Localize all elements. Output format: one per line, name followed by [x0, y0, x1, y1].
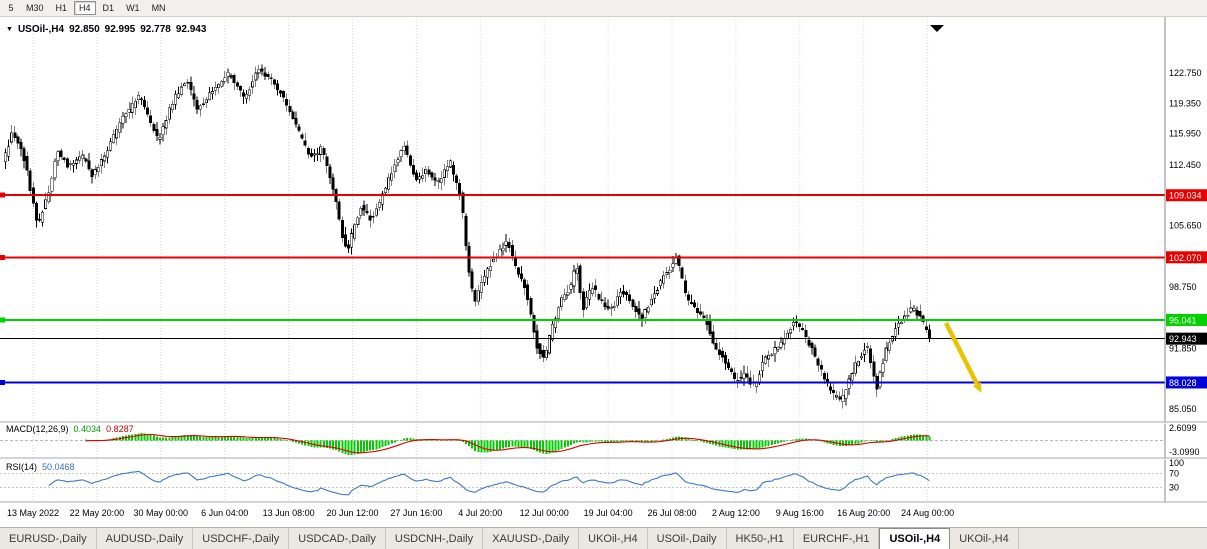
timeframe-button-w1[interactable]: W1 [126, 3, 140, 13]
chart-tab-bar: EURUSD-,Daily AUDUSD-,Daily USDCHF-,Daily U… [0, 527, 1207, 549]
price-badge-109.034 [1166, 189, 1207, 202]
level-anchor-handle[interactable] [0, 192, 5, 198]
price-badge-92.943 [1166, 332, 1207, 345]
chart-tab-usoil-daily[interactable]: USOil-,Daily [648, 528, 727, 549]
chart-tab-usoil-h4[interactable]: USOil-,H4 [879, 528, 951, 549]
svg-text:30 May 00:00: 30 May 00:00 [134, 508, 189, 518]
vertical-gridlines [32, 19, 929, 500]
price-badge-88.028 [1166, 376, 1207, 389]
chart-tab-hk50-h1[interactable]: HK50-,H1 [727, 528, 794, 549]
svg-text:122.750: 122.750 [1169, 68, 1202, 78]
chart-tab-usdchf-daily[interactable]: USDCHF-,Daily [193, 528, 290, 549]
svg-text:85.050: 85.050 [1169, 404, 1197, 414]
svg-text:70: 70 [1169, 469, 1179, 479]
svg-text:27 Jun 16:00: 27 Jun 16:00 [390, 508, 442, 518]
svg-text:16 Aug 20:00: 16 Aug 20:00 [837, 508, 890, 518]
svg-text:105.650: 105.650 [1169, 220, 1202, 230]
macd-signal-line [85, 433, 930, 454]
chart-tab-audusd-daily[interactable]: AUDUSD-,Daily [97, 528, 194, 549]
price-badge-102.070 [1166, 251, 1207, 264]
chart-canvas[interactable]: 13 May 2022 22 May 20:00 30 May 00:00 6 Jun… [0, 17, 1207, 527]
timeframe-toolbar: 5 M30 H1 H4 D1 W1 MN [0, 0, 1207, 17]
svg-text:19 Jul 04:00: 19 Jul 04:00 [584, 508, 633, 518]
svg-text:91.850: 91.850 [1169, 343, 1197, 353]
horizontal-level-lines[interactable] [0, 192, 1165, 385]
svg-text:98.750: 98.750 [1169, 282, 1197, 292]
svg-text:4 Jul 20:00: 4 Jul 20:00 [458, 508, 502, 518]
svg-text:-3.0990: -3.0990 [1169, 447, 1200, 457]
svg-text:9 Aug 16:00: 9 Aug 16:00 [776, 508, 824, 518]
rsi-line [48, 470, 930, 496]
timeframe-button-mn[interactable]: MN [151, 3, 166, 13]
timeframe-button-d1[interactable]: D1 [102, 3, 115, 13]
svg-text:13 May 2022: 13 May 2022 [7, 508, 59, 518]
price-badge-95.041 [1166, 313, 1207, 326]
svg-text:100: 100 [1169, 458, 1184, 468]
timeframe-button-m30[interactable]: M30 [26, 3, 44, 13]
chart-tab-ukoil-h4[interactable]: UKOil-,H4 [579, 528, 648, 549]
timeframe-button-h1[interactable]: H1 [55, 3, 68, 13]
time-axis-labels: 13 May 2022 22 May 20:00 30 May 00:00 6 Jun… [7, 508, 954, 518]
timeframe-button-5[interactable]: 5 [8, 3, 14, 13]
chart-tab-usdcnh-daily[interactable]: USDCNH-,Daily [386, 528, 484, 549]
level-anchor-handle[interactable] [0, 254, 5, 260]
svg-text:115.950: 115.950 [1169, 129, 1201, 139]
down-triangle-marker-icon[interactable] [930, 25, 944, 32]
svg-text:6 Jun 04:00: 6 Jun 04:00 [201, 508, 248, 518]
chart-tab-eurusd-daily[interactable]: EURUSD-,Daily [0, 528, 97, 549]
svg-text:95.041: 95.041 [1169, 315, 1197, 325]
svg-text:112.450: 112.450 [1169, 160, 1201, 170]
svg-text:20 Jun 12:00: 20 Jun 12:00 [326, 508, 378, 518]
price-axis-labels: 122.750 119.350 115.950 112.450 105.650 98.75… [1169, 68, 1202, 414]
price-axis-badges: 109.034 102.070 95.041 88.028 92.943 [1166, 189, 1207, 389]
timeframe-button-h4[interactable]: H4 [74, 1, 96, 15]
level-anchor-handle[interactable] [0, 379, 5, 385]
svg-text:12 Jul 00:00: 12 Jul 00:00 [520, 508, 569, 518]
svg-text:2.6099: 2.6099 [1169, 423, 1197, 433]
level-anchor-handle[interactable] [0, 317, 5, 323]
chart-tab-xauusd-daily[interactable]: XAUUSD-,Daily [483, 528, 580, 549]
candles-layer [4, 64, 931, 409]
svg-text:30: 30 [1169, 483, 1179, 493]
svg-text:119.350: 119.350 [1169, 98, 1201, 108]
svg-text:22 May 20:00: 22 May 20:00 [70, 508, 125, 518]
svg-text:2 Aug 12:00: 2 Aug 12:00 [712, 508, 760, 518]
chart-tab-usdcad-daily[interactable]: USDCAD-,Daily [289, 528, 386, 549]
trend-arrow-object[interactable] [943, 321, 982, 393]
chart-tab-eurchf-h1[interactable]: EURCHF-,H1 [794, 528, 880, 549]
svg-text:13 Jun 08:00: 13 Jun 08:00 [263, 508, 315, 518]
svg-text:88.028: 88.028 [1169, 378, 1197, 388]
svg-text:24 Aug 00:00: 24 Aug 00:00 [901, 508, 954, 518]
svg-text:26 Jul 08:00: 26 Jul 08:00 [647, 508, 696, 518]
chart-tab-ukoil-h4[interactable]: UKOil-,H4 [950, 528, 1019, 549]
svg-text:92.943: 92.943 [1169, 334, 1197, 344]
svg-text:109.034: 109.034 [1169, 191, 1202, 201]
svg-text:102.070: 102.070 [1169, 253, 1202, 263]
